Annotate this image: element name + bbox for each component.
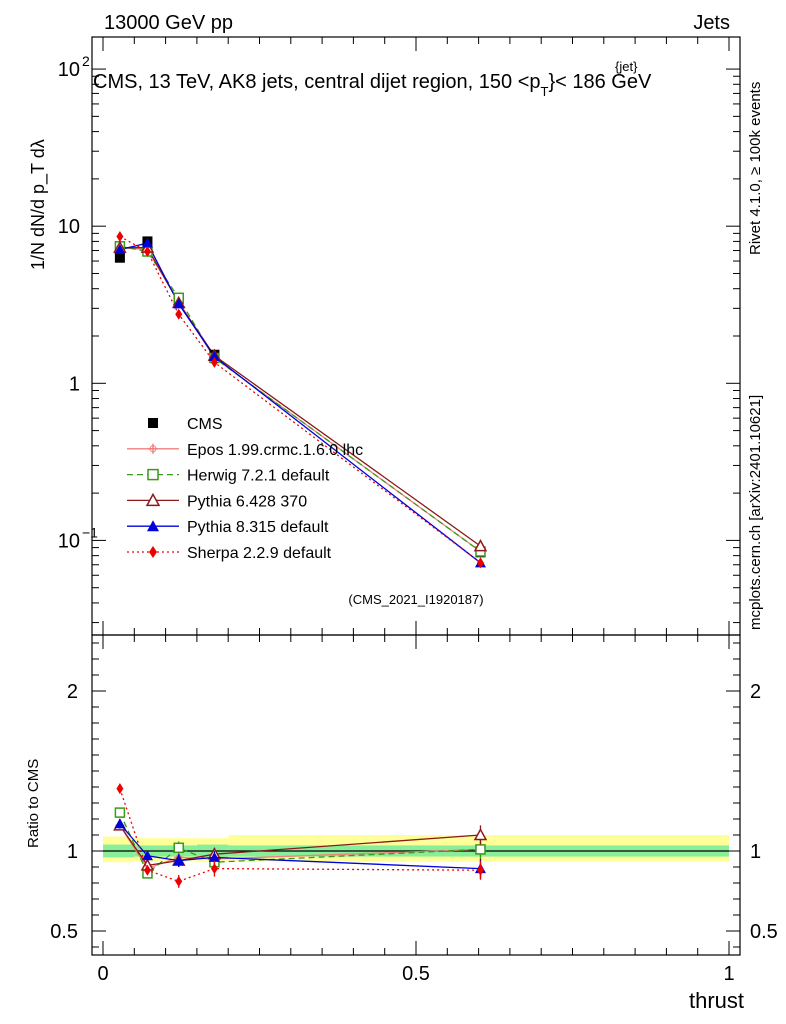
main-data-point xyxy=(143,246,151,258)
process-label: Jets xyxy=(693,12,730,34)
ratio-data-point xyxy=(475,844,486,855)
main-data-point xyxy=(116,230,124,242)
legend-label: Pythia 8.315 default xyxy=(187,519,329,536)
legend-label: Herwig 7.2.1 default xyxy=(187,468,330,485)
main-y-tick-label: 10 xyxy=(58,530,80,552)
ratio-y-tick-label-right: 2 xyxy=(750,681,761,703)
main-series-line xyxy=(119,235,481,564)
legend-entry: Herwig 7.2.1 default xyxy=(127,468,330,485)
main-y-tick-label-exponent: 2 xyxy=(82,53,90,69)
main-data-point xyxy=(175,308,183,320)
ratio-data-point xyxy=(143,864,151,876)
legend-marker xyxy=(145,492,161,507)
main-series-markers-4 xyxy=(114,237,486,568)
legend-entry: Pythia 8.315 default xyxy=(127,519,329,536)
analysis-id: (CMS_2021_I1920187) xyxy=(348,592,483,607)
ratio-y-axis-label: Ratio to CMS xyxy=(25,759,42,848)
legend: CMS Epos 1.99.crmc.1.6.0 lhc Herwig 7.2.1 … xyxy=(127,416,363,562)
ratio-data-point xyxy=(173,842,184,854)
x-axis-label: thrust xyxy=(689,988,744,1013)
main-data-point xyxy=(173,298,185,309)
main-data-point xyxy=(208,351,220,362)
ratio-panel-frame xyxy=(91,634,741,956)
legend-entry: Pythia 6.428 370 xyxy=(127,492,307,510)
ratio-y-tick-label-right: 1 xyxy=(750,841,761,863)
legend-entry: Epos 1.99.crmc.1.6.0 lhc xyxy=(127,442,363,459)
legend-entry: Sherpa 2.2.9 default xyxy=(127,545,332,562)
ratio-data-point xyxy=(114,818,126,829)
mcplots-label: mcplots.cern.ch [arXiv:2401.10621] xyxy=(747,395,764,630)
rivet-label: Rivet 4.1.0, ≥ 100k events xyxy=(747,82,764,255)
legend-marker xyxy=(147,468,159,481)
legend-label: CMS xyxy=(187,416,223,433)
legend-marker xyxy=(147,520,159,532)
main-series-markers-5 xyxy=(116,230,484,569)
ratio-data-point xyxy=(114,807,126,818)
energy-label: 13000 GeV pp xyxy=(104,12,233,34)
main-data-point xyxy=(141,237,153,248)
main-plot xyxy=(113,230,488,569)
main-data-point xyxy=(210,356,218,368)
x-tick-label: 1 xyxy=(723,963,734,985)
main-data-point xyxy=(114,244,126,255)
ratio-data-point xyxy=(473,827,488,841)
ratio-y-tick-label-right: 0.5 xyxy=(750,921,778,943)
ratio-y-tick-label-left: 0.5 xyxy=(50,921,78,943)
ratio-data-point xyxy=(141,850,153,861)
legend-label: Epos 1.99.crmc.1.6.0 lhc xyxy=(187,442,363,459)
plot-title-main: CMS, 13 TeV, AK8 jets, central dijet reg… xyxy=(93,71,541,93)
ratio-data-point xyxy=(175,875,183,887)
ratio-y-tick-label-left: 2 xyxy=(67,681,78,703)
ratio-series-line xyxy=(119,788,481,883)
ratio-data-point xyxy=(116,783,124,795)
ratio-y-tick-label-left: 1 xyxy=(67,841,78,863)
main-y-tick-label: 10 xyxy=(58,59,80,81)
main-data-point xyxy=(476,557,484,569)
legend-marker xyxy=(149,546,157,558)
main-y-tick-label-exponent: −1 xyxy=(82,524,98,540)
ratio-data-point xyxy=(208,851,220,862)
main-y-tick-label: 10 xyxy=(58,216,80,238)
ratio-plot xyxy=(103,783,729,888)
ratio-series-4 xyxy=(116,783,484,888)
main-data-point xyxy=(114,252,125,263)
ratio-data-point xyxy=(210,863,218,875)
ratio-ticks: 0.5 0.5 1 1 2 2 0 0.5 1 xyxy=(50,635,778,985)
ratio-data-point xyxy=(476,864,484,876)
legend-marker xyxy=(148,418,158,428)
legend-marker-ring xyxy=(149,445,157,453)
plot-title-sup: {jet} xyxy=(615,59,638,74)
main-y-tick-label: 1 xyxy=(69,373,80,395)
main-series-5 xyxy=(119,235,481,564)
legend-label: Sherpa 2.2.9 default xyxy=(187,545,332,562)
main-data-point xyxy=(473,539,488,552)
main-y-axis-label: 1/N dN/d p_T dλ xyxy=(28,139,49,270)
x-tick-label: 0.5 xyxy=(402,963,430,985)
x-tick-label: 0 xyxy=(97,963,108,985)
plot-title-sub: T xyxy=(541,84,549,99)
ratio-data-point xyxy=(173,855,185,866)
legend-entry: CMS xyxy=(148,416,223,433)
plot-title: CMS, 13 TeV, AK8 jets, central dijet reg… xyxy=(93,71,652,99)
plot-title-end: }< 186 GeV xyxy=(548,71,652,93)
legend-label: Pythia 6.428 370 xyxy=(187,493,307,510)
main-y-axis-label-text: 1/N dN/d p_T dλ xyxy=(28,139,49,270)
